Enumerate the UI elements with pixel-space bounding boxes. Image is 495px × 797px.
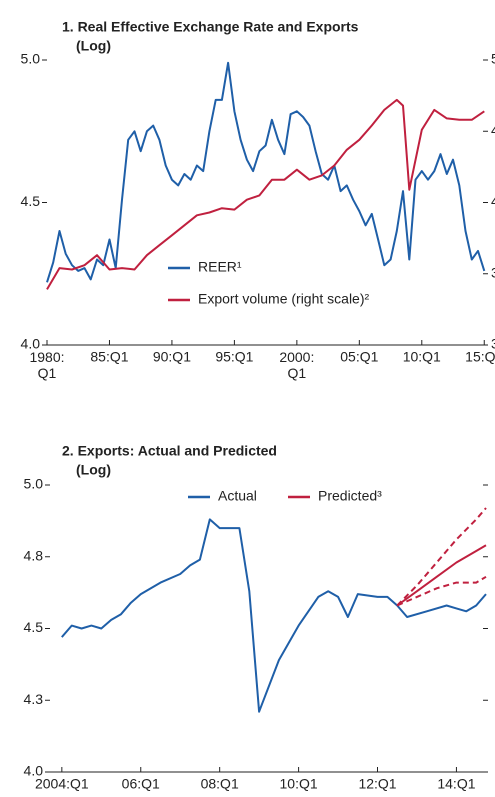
y-tick-label: 4.3 xyxy=(24,691,44,707)
y-tick-label: 4.5 xyxy=(24,619,44,635)
chart-subtitle: (Log) xyxy=(76,462,111,478)
x-tick-label: 06:Q1 xyxy=(122,776,160,792)
series-line xyxy=(396,575,487,607)
x-tick-label: 05:Q1 xyxy=(340,349,378,365)
y2-tick-label: 4.5 xyxy=(491,122,495,138)
x-tick-label: 2004:Q1 xyxy=(35,776,89,792)
y-tick-label: 5.0 xyxy=(21,51,41,67)
x-tick-label: 1980: Q1 xyxy=(29,349,64,381)
chart-title: 2. Exports: Actual and Predicted xyxy=(62,443,277,459)
y2-tick-label: 5.0 xyxy=(491,51,495,67)
legend-label: REER¹ xyxy=(198,259,242,275)
y-tick-label: 4.5 xyxy=(21,193,41,209)
x-tick-label: 90:Q1 xyxy=(153,349,191,365)
x-tick-label: 10:Q1 xyxy=(280,776,318,792)
x-tick-label: 14:Q1 xyxy=(437,776,475,792)
legend-label: Actual xyxy=(218,488,257,504)
x-tick-label: 15:Q1 xyxy=(465,349,495,365)
y2-tick-label: 3.0 xyxy=(491,336,495,352)
y-tick-label: 4.8 xyxy=(24,547,44,563)
x-tick-label: 85:Q1 xyxy=(90,349,128,365)
x-tick-label: 95:Q1 xyxy=(215,349,253,365)
y2-tick-label: 3.5 xyxy=(491,264,495,280)
legend-label: Export volume (right scale)² xyxy=(198,291,370,307)
series-line xyxy=(396,544,487,607)
x-tick-label: 12:Q1 xyxy=(358,776,396,792)
chart-title: 1. Real Effective Exchange Rate and Expo… xyxy=(62,19,359,35)
x-tick-label: 08:Q1 xyxy=(201,776,239,792)
series-line xyxy=(46,98,485,290)
legend-label: Predicted³ xyxy=(318,488,382,504)
series-line xyxy=(46,61,486,283)
x-tick-label: 10:Q1 xyxy=(403,349,441,365)
y2-tick-label: 4.0 xyxy=(491,193,495,209)
x-tick-label: 2000: Q1 xyxy=(279,349,314,381)
y-tick-label: 4.0 xyxy=(24,763,44,779)
series-line xyxy=(396,507,487,607)
y-tick-label: 5.0 xyxy=(24,476,44,492)
y-tick-label: 4.0 xyxy=(21,336,41,352)
chart-subtitle: (Log) xyxy=(76,38,111,54)
series-line xyxy=(61,518,487,713)
